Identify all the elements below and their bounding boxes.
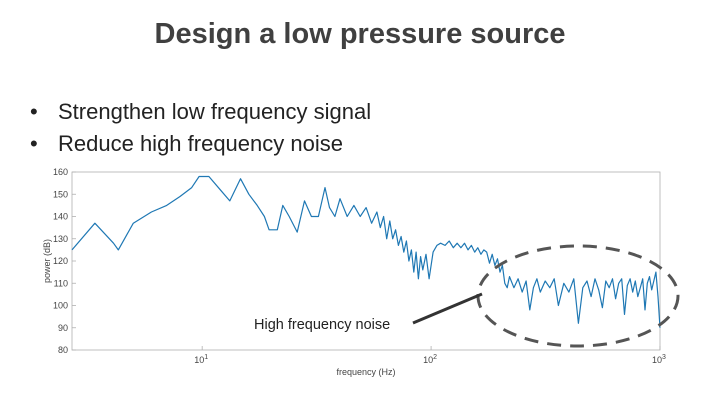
bullet-dot: • (30, 131, 38, 156)
bullet-item: • Strengthen low frequency signal (30, 96, 371, 128)
y-tick-label: 110 (54, 278, 68, 288)
x-tick-label: 103 (652, 354, 666, 365)
slide-title: Design a low pressure source (154, 18, 566, 50)
x-axis-label: frequency (Hz) (336, 367, 395, 377)
y-tick-label: 100 (53, 301, 68, 311)
y-axis-label: power (dB) (42, 239, 52, 283)
y-tick-label: 160 (53, 167, 68, 177)
y-tick-label: 120 (53, 256, 68, 266)
bullet-text: Reduce high frequency noise (58, 131, 343, 156)
y-tick-label: 80 (58, 345, 68, 355)
bullet-list: • Strengthen low frequency signal • Redu… (30, 96, 371, 160)
bullet-dot: • (30, 99, 38, 124)
x-tick-label: 102 (423, 354, 437, 365)
high-frequency-noise-annotation: High frequency noise (254, 317, 391, 333)
y-tick-label: 140 (53, 212, 68, 222)
y-tick-label: 90 (58, 323, 68, 333)
annotation-arrow-line (412, 292, 483, 325)
y-tick-label: 130 (53, 234, 68, 244)
x-tick-label: 101 (194, 354, 208, 365)
bullet-text: Strengthen low frequency signal (58, 99, 372, 124)
bullet-item: • Reduce high frequency noise (30, 128, 371, 160)
series-line-power (71, 175, 661, 328)
y-tick-label: 150 (53, 189, 68, 199)
noise-highlight-ellipse (476, 244, 680, 348)
